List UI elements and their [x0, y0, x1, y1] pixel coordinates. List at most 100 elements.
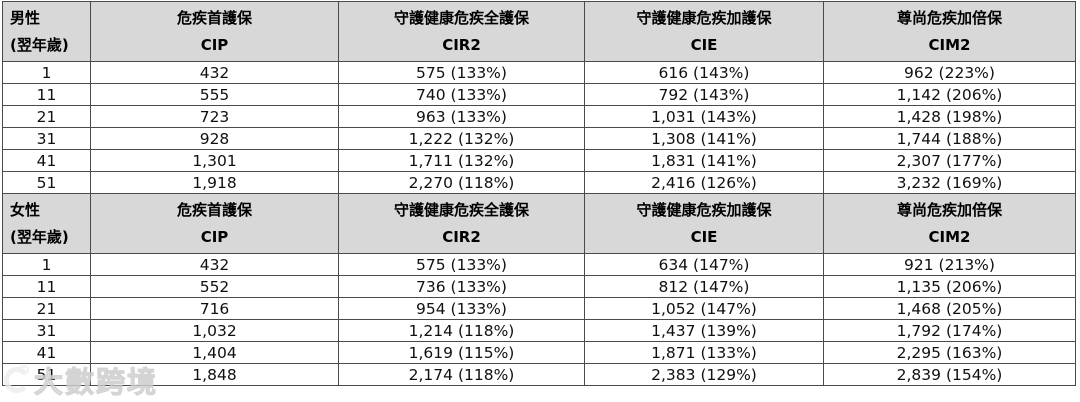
product-header-cir2: 守護健康危疾全護保 CIR2 [338, 193, 585, 254]
table-row: 31 1,032 1,214 (118%) 1,437 (139%) 1,792 (17… [2, 319, 1076, 342]
premium-cell: 432 [90, 61, 339, 84]
premium-cell: 432 [90, 253, 339, 276]
product-code: CIM2 [928, 227, 971, 246]
premium-cell: 1,619 (115%) [338, 341, 585, 364]
premium-cell: 1,135 (206%) [823, 275, 1076, 298]
table-row: 11 555 740 (133%) 792 (143%) 1,142 (206%) [2, 83, 1076, 106]
product-name: 危疾首護保 [176, 9, 252, 28]
product-name: 尊尚危疾加倍保 [896, 9, 1002, 28]
premium-cell: 1,792 (174%) [823, 319, 1076, 342]
corner-header-male: 男性 (翌年歲) [2, 1, 91, 62]
product-name: 守護健康危疾加護保 [636, 201, 772, 220]
premium-cell: 2,270 (118%) [338, 171, 585, 194]
premium-table-body: 男性 (翌年歲) 危疾首護保 CIP 守護健康危疾全護保 CIR2 守護健康危疾加護保 CIE… [2, 1, 1076, 386]
table-row: 31 928 1,222 (132%) 1,308 (141%) 1,744 (188%… [2, 127, 1076, 150]
age-cell: 11 [2, 275, 91, 298]
header-row-female: 女性 (翌年歲) 危疾首護保 CIP 守護健康危疾全護保 CIR2 守護健康危疾加護保 CIE… [2, 193, 1076, 254]
age-unit-label: (翌年歲) [10, 35, 69, 54]
product-header-cip: 危疾首護保 CIP [90, 1, 339, 62]
premium-cell: 575 (133%) [338, 61, 585, 84]
premium-cell: 2,839 (154%) [823, 363, 1076, 386]
premium-cell: 928 [90, 127, 339, 150]
table-row: 51 1,918 2,270 (118%) 2,416 (126%) 3,232 (16… [2, 171, 1076, 194]
gender-label: 女性 [10, 201, 41, 220]
product-header-cim2: 尊尚危疾加倍保 CIM2 [823, 1, 1076, 62]
product-name: 守護健康危疾全護保 [393, 201, 529, 220]
premium-cell: 2,383 (129%) [584, 363, 824, 386]
premium-cell: 2,174 (118%) [338, 363, 585, 386]
premium-cell: 963 (133%) [338, 105, 585, 128]
premium-cell: 1,052 (147%) [584, 297, 824, 320]
product-code: CIE [690, 227, 718, 246]
premium-cell: 555 [90, 83, 339, 106]
premium-cell: 3,232 (169%) [823, 171, 1076, 194]
product-code: CIR2 [442, 35, 481, 54]
premium-cell: 634 (147%) [584, 253, 824, 276]
gender-label: 男性 [10, 9, 41, 28]
product-header-cip: 危疾首護保 CIP [90, 193, 339, 254]
age-cell: 1 [2, 253, 91, 276]
header-row-male: 男性 (翌年歲) 危疾首護保 CIP 守護健康危疾全護保 CIR2 守護健康危疾加護保 CIE… [2, 1, 1076, 62]
table-row: 21 723 963 (133%) 1,031 (143%) 1,428 (198%) [2, 105, 1076, 128]
product-name: 危疾首護保 [176, 201, 252, 220]
premium-cell: 1,871 (133%) [584, 341, 824, 364]
premium-cell: 2,295 (163%) [823, 341, 1076, 364]
premium-cell: 552 [90, 275, 339, 298]
product-code: CIR2 [442, 227, 481, 246]
age-cell: 31 [2, 319, 91, 342]
age-cell: 21 [2, 105, 91, 128]
premium-comparison-table: 男性 (翌年歲) 危疾首護保 CIP 守護健康危疾全護保 CIR2 守護健康危疾加護保 CIE… [2, 1, 1076, 386]
premium-cell: 1,918 [90, 171, 339, 194]
premium-cell: 1,848 [90, 363, 339, 386]
table-row: 41 1,301 1,711 (132%) 1,831 (141%) 2,307 (17… [2, 149, 1076, 172]
premium-cell: 921 (213%) [823, 253, 1076, 276]
product-header-cim2: 尊尚危疾加倍保 CIM2 [823, 193, 1076, 254]
premium-cell: 1,032 [90, 319, 339, 342]
premium-cell: 616 (143%) [584, 61, 824, 84]
table-row: 11 552 736 (133%) 812 (147%) 1,135 (206%) [2, 275, 1076, 298]
premium-cell: 1,308 (141%) [584, 127, 824, 150]
premium-cell: 2,416 (126%) [584, 171, 824, 194]
premium-cell: 575 (133%) [338, 253, 585, 276]
premium-cell: 1,468 (205%) [823, 297, 1076, 320]
premium-cell: 1,404 [90, 341, 339, 364]
age-cell: 11 [2, 83, 91, 106]
product-name: 守護健康危疾加護保 [636, 9, 772, 28]
premium-cell: 1,301 [90, 149, 339, 172]
premium-cell: 792 (143%) [584, 83, 824, 106]
age-cell: 51 [2, 171, 91, 194]
table-row: 21 716 954 (133%) 1,052 (147%) 1,468 (205%) [2, 297, 1076, 320]
product-name: 守護健康危疾全護保 [393, 9, 529, 28]
premium-cell: 812 (147%) [584, 275, 824, 298]
premium-cell: 1,222 (132%) [338, 127, 585, 150]
premium-cell: 1,711 (132%) [338, 149, 585, 172]
premium-cell: 723 [90, 105, 339, 128]
product-code: CIP [200, 35, 229, 54]
premium-cell: 736 (133%) [338, 275, 585, 298]
premium-cell: 1,831 (141%) [584, 149, 824, 172]
premium-cell: 1,214 (118%) [338, 319, 585, 342]
product-code: CIP [200, 227, 229, 246]
age-unit-label: (翌年歲) [10, 227, 69, 246]
premium-cell: 2,307 (177%) [823, 149, 1076, 172]
product-header-cir2: 守護健康危疾全護保 CIR2 [338, 1, 585, 62]
premium-cell: 1,744 (188%) [823, 127, 1076, 150]
premium-cell: 962 (223%) [823, 61, 1076, 84]
product-header-cie: 守護健康危疾加護保 CIE [584, 1, 824, 62]
age-cell: 41 [2, 149, 91, 172]
table-row: 41 1,404 1,619 (115%) 1,871 (133%) 2,295 (16… [2, 341, 1076, 364]
table-row: 51 1,848 2,174 (118%) 2,383 (129%) 2,839 (15… [2, 363, 1076, 386]
product-code: CIM2 [928, 35, 971, 54]
premium-cell: 1,142 (206%) [823, 83, 1076, 106]
product-code: CIE [690, 35, 718, 54]
corner-header-female: 女性 (翌年歲) [2, 193, 91, 254]
premium-cell: 1,031 (143%) [584, 105, 824, 128]
premium-cell: 954 (133%) [338, 297, 585, 320]
product-name: 尊尚危疾加倍保 [896, 201, 1002, 220]
premium-cell: 716 [90, 297, 339, 320]
age-cell: 41 [2, 341, 91, 364]
table-row: 1 432 575 (133%) 616 (143%) 962 (223%) [2, 61, 1076, 84]
age-cell: 51 [2, 363, 91, 386]
age-cell: 21 [2, 297, 91, 320]
premium-cell: 740 (133%) [338, 83, 585, 106]
